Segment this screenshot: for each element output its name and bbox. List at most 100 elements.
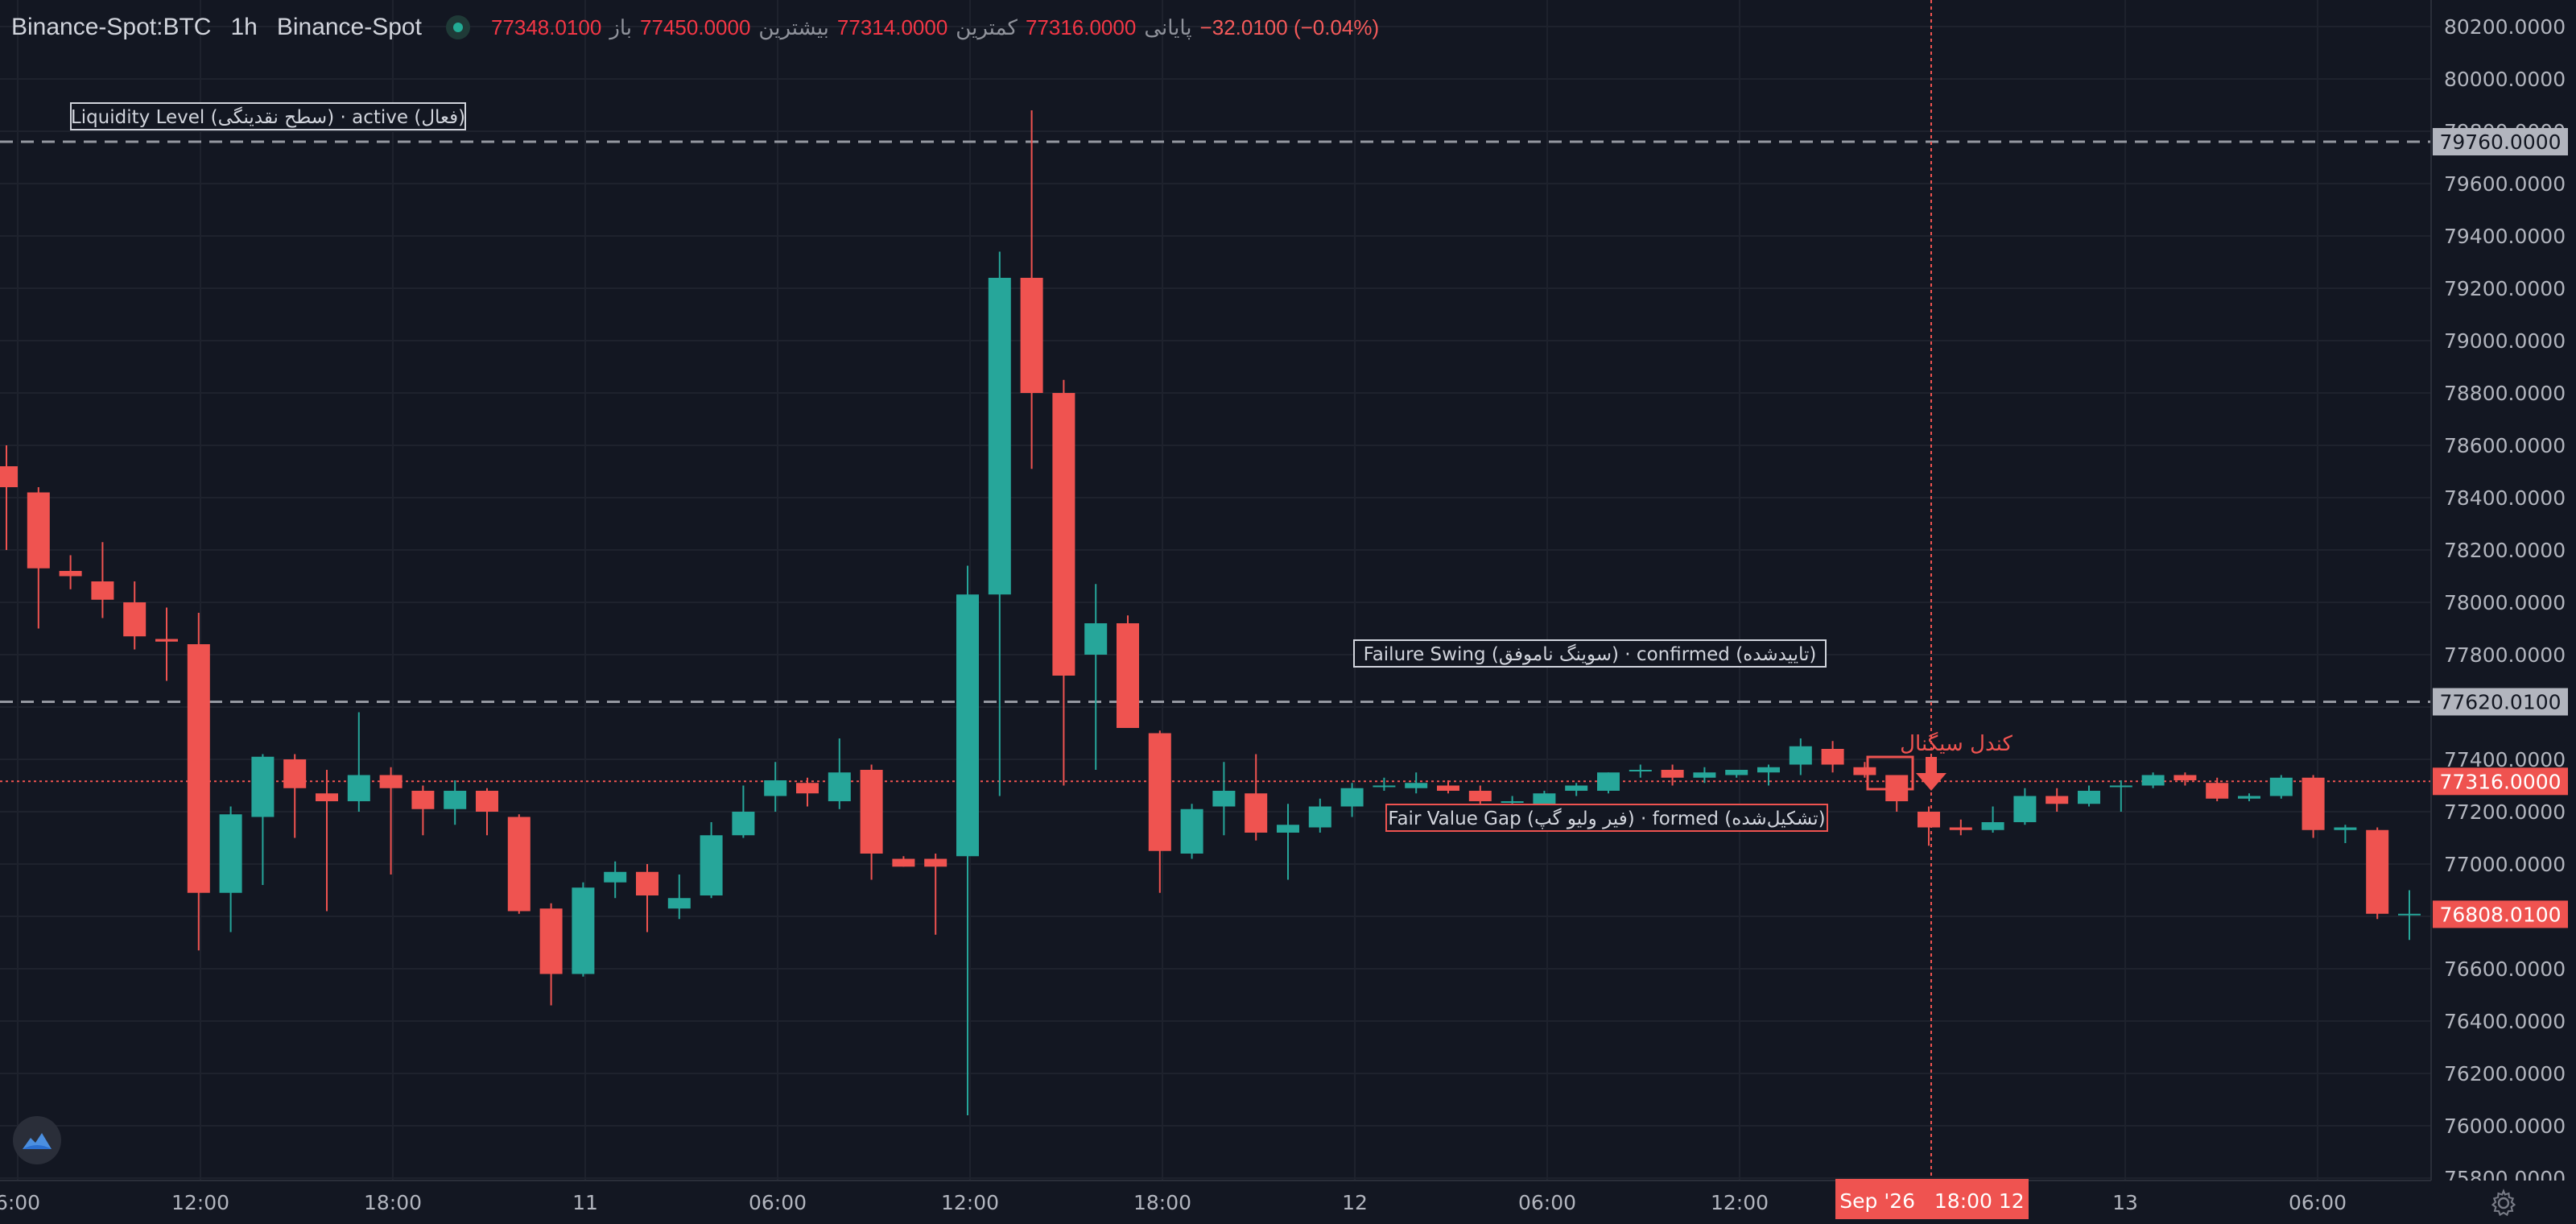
candle[interactable] (444, 780, 467, 825)
candle[interactable] (572, 882, 595, 977)
candle[interactable] (1245, 754, 1268, 841)
candle[interactable] (283, 754, 307, 838)
candle[interactable] (1693, 767, 1716, 784)
candle[interactable] (2301, 775, 2325, 838)
candle[interactable] (2013, 788, 2037, 825)
candle[interactable] (59, 555, 82, 589)
fair-value-gap-annotation[interactable]: Fair Value Gap (فیر ولیو گپ) · formed (ت… (1385, 804, 1828, 832)
candle[interactable] (316, 770, 338, 912)
candle[interactable] (1725, 770, 1748, 778)
price-axis[interactable]: 80200.000080000.000079800.000079600.0000… (2430, 0, 2576, 1190)
candle[interactable] (2046, 788, 2069, 812)
gear-icon[interactable] (2489, 1189, 2518, 1218)
candle[interactable] (1789, 738, 1812, 775)
candle-body (1821, 749, 1844, 765)
candle[interactable] (1308, 798, 1331, 833)
candle[interactable] (1918, 806, 1940, 846)
symbol-name[interactable]: Binance-Spot:BTC (11, 14, 212, 40)
candle[interactable] (1117, 615, 1139, 728)
candle[interactable] (2238, 793, 2260, 801)
candle[interactable] (700, 822, 723, 899)
candle[interactable] (2269, 775, 2293, 799)
candle[interactable] (828, 738, 851, 809)
candle[interactable] (1661, 764, 1684, 786)
candle[interactable] (251, 754, 275, 886)
candle[interactable] (1565, 783, 1588, 796)
candle[interactable] (2174, 772, 2197, 786)
candle[interactable] (2366, 827, 2389, 920)
candle[interactable] (1180, 804, 1203, 859)
candle[interactable] (2334, 825, 2357, 843)
candle[interactable] (604, 861, 627, 899)
price-levels (0, 140, 2431, 783)
candle[interactable] (1853, 762, 1876, 778)
candle[interactable] (1084, 584, 1108, 770)
candle[interactable] (123, 581, 147, 650)
time-tick-label: 11 (572, 1191, 598, 1214)
last-price-label: 77316.0000 (2439, 770, 2561, 793)
candle[interactable] (1277, 804, 1299, 880)
candle-body (1468, 791, 1492, 801)
brand-logo-icon[interactable] (13, 1116, 61, 1164)
candle[interactable] (1821, 741, 1844, 773)
candle[interactable] (892, 856, 915, 867)
candle[interactable] (1405, 772, 1428, 794)
candle[interactable] (1212, 762, 1236, 836)
candle[interactable] (1340, 783, 1364, 817)
candle[interactable] (1981, 806, 2004, 833)
price-tick-label: 78800.0000 (2444, 382, 2566, 405)
interval[interactable]: 1h (230, 14, 258, 40)
candle[interactable] (91, 542, 114, 618)
candle[interactable] (2141, 772, 2165, 788)
candle[interactable] (732, 785, 755, 838)
candle-body (0, 466, 18, 487)
candle[interactable] (2398, 890, 2421, 941)
candle[interactable] (155, 607, 178, 681)
candle-body (507, 817, 530, 912)
candle[interactable] (1629, 764, 1652, 778)
candle[interactable] (1885, 775, 1909, 813)
candle[interactable] (347, 712, 370, 813)
liquidity-price-label: 79760.0000 (2439, 130, 2561, 154)
candle[interactable] (1020, 110, 1043, 469)
candle[interactable] (2078, 785, 2100, 807)
candle[interactable] (1468, 785, 1492, 807)
candle[interactable] (0, 445, 18, 550)
candle-body (2174, 775, 2197, 780)
candle[interactable] (539, 903, 563, 1006)
candle[interactable] (2109, 780, 2132, 812)
candle[interactable] (860, 764, 883, 880)
liquidity-level-annotation[interactable]: Liquidity Level (سطح نقدینگی) · active (… (70, 102, 466, 130)
candle[interactable] (187, 613, 210, 951)
candle[interactable] (764, 762, 787, 812)
candle[interactable] (219, 806, 242, 932)
chart-grid (0, 0, 2431, 1181)
candle[interactable] (2206, 777, 2229, 801)
candle[interactable] (636, 864, 658, 932)
price-tick-label: 79400.0000 (2444, 225, 2566, 248)
candle[interactable] (956, 565, 979, 1116)
candle-body (476, 791, 498, 812)
candle[interactable] (924, 854, 947, 935)
candle[interactable] (476, 788, 498, 836)
failure-swing-annotation[interactable]: Failure Swing (سوینگ ناموفق) · confirmed… (1353, 639, 1827, 668)
candle-body (283, 759, 307, 788)
candle[interactable] (796, 777, 819, 807)
candle[interactable] (1949, 819, 1972, 836)
candle[interactable] (507, 814, 530, 914)
fair-value-gap-label: Fair Value Gap (فیر ولیو گپ) · formed (ت… (1388, 808, 1825, 829)
candle[interactable] (667, 875, 691, 920)
candle[interactable] (1373, 777, 1396, 791)
candle[interactable] (27, 487, 50, 629)
candle[interactable] (1437, 780, 1459, 794)
market-status-icon[interactable] (445, 15, 470, 39)
candle[interactable] (1148, 730, 1171, 893)
candle[interactable] (1052, 379, 1075, 786)
candle[interactable] (988, 251, 1011, 796)
time-axis[interactable]: 6:00 12:00 18:00 11 06:00 12:00 18:00 12 06:00 12… (0, 1179, 2576, 1224)
candle[interactable] (411, 785, 435, 836)
candle[interactable] (1757, 764, 1780, 786)
candle[interactable] (379, 767, 402, 875)
candle[interactable] (1597, 772, 1620, 794)
